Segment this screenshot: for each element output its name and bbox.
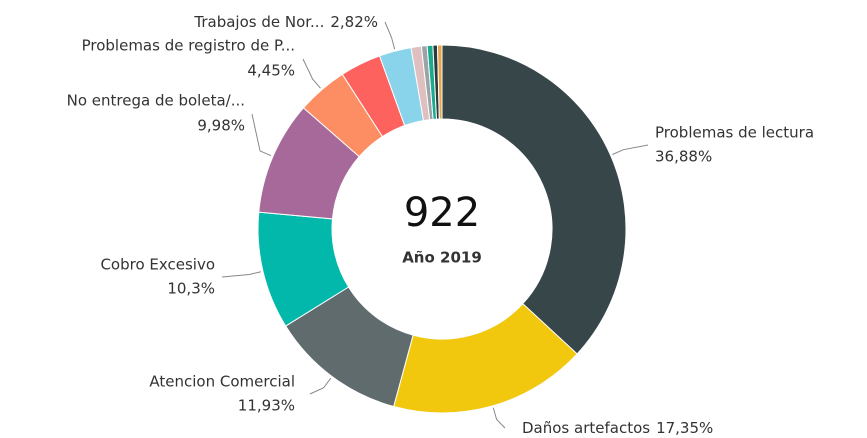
leader-line [221,271,262,278]
value-label: 11,93% [238,397,295,415]
slice-label: Trabajos de Nor... 2,82% [193,13,378,31]
center-label: Año 2019 [402,249,482,267]
category-label: Problemas de lectura [655,124,814,142]
category-label: Cobro Excesivo [100,256,215,274]
category-label: Problemas de registro de P... [82,37,295,55]
category-label: Trabajos de Nor... [193,13,324,31]
center-value: 922 [404,190,480,236]
leader-line [302,58,321,89]
value-label: 36,88% [655,148,712,166]
value-label: 17,35% [656,419,713,437]
category-label: Daños artefactos [522,419,650,437]
value-label: 4,45% [247,62,295,80]
leader-line [309,377,332,395]
leader-line [492,407,506,429]
category-label: Atencion Comercial [149,373,295,391]
value-label: 10,3% [167,280,215,298]
leader-line [612,144,649,155]
slice-label: Daños artefactos 17,35% [522,419,713,437]
value-label: 2,82% [330,13,378,31]
leader-line [384,21,396,50]
donut-slice [436,44,443,120]
category-label: No entrega de boleta/... [67,92,245,110]
donut-slice [441,44,627,355]
value-label: 9,98% [197,117,245,135]
leader-line [251,113,272,157]
